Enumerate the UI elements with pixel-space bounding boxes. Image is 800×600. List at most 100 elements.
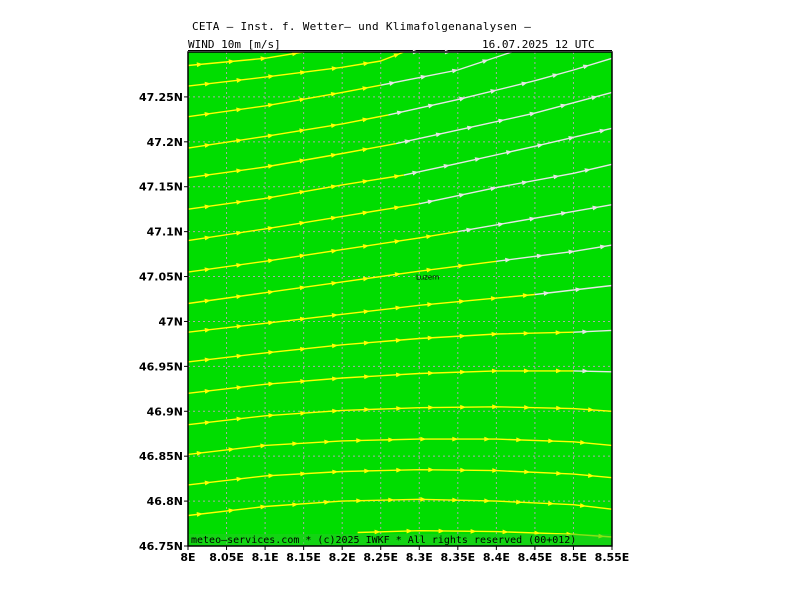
streamline-arrow-icon: [395, 338, 402, 343]
streamline-arrow-icon: [404, 139, 411, 145]
streamline-arrow-icon: [491, 331, 498, 337]
streamline-arrow-icon: [516, 437, 523, 443]
streamline: [573, 329, 613, 333]
streamline-arrow-icon: [458, 263, 465, 269]
map-background: [188, 52, 612, 546]
streamline-arrow-icon: [356, 498, 363, 504]
streamline-arrow-icon: [588, 407, 595, 412]
streamline-arrow-icon: [363, 61, 370, 67]
axis-labels: 8E 8.05E 8.1E 8.15E 8.2E 8.25E 8.3E 8.35E 8.4E 8.…: [139, 91, 629, 564]
streamline-arrow-icon: [324, 499, 331, 505]
streamline-arrow-icon: [529, 216, 536, 222]
streamline-arrow-icon: [292, 441, 299, 447]
streamline-arrow-icon: [394, 272, 401, 277]
y-tick-label: 46.95N: [139, 360, 183, 373]
streamline-arrow-icon: [236, 294, 243, 300]
streamline: [187, 293, 535, 333]
streamline-arrow-icon: [395, 305, 402, 311]
streamline-arrow-icon: [560, 211, 568, 216]
streamline-arrow-icon: [406, 528, 413, 534]
streamline-arrow-icon: [300, 471, 307, 477]
x-tick-label: 8.55E: [595, 551, 630, 564]
streamline-arrow-icon: [524, 405, 531, 410]
streamline-arrow-icon: [330, 153, 338, 158]
streamline-arrow-icon: [300, 379, 307, 384]
streamline-arrow-icon: [505, 150, 513, 155]
streamline-arrow-icon: [267, 195, 275, 201]
streamline-arrow-icon: [560, 103, 567, 109]
y-tick-label: 46.75N: [139, 540, 183, 553]
streamline-arrow-icon: [426, 234, 433, 240]
streamline: [187, 469, 613, 486]
streamline-arrow-icon: [363, 340, 370, 346]
x-tick-label: 8.25E: [363, 551, 398, 564]
x-tick-label: 8.05E: [209, 551, 244, 564]
streamline-arrow-icon: [490, 89, 497, 94]
streamline-arrow-icon: [236, 230, 243, 236]
streamline-arrow-icon: [362, 244, 370, 249]
streamline-arrow-icon: [482, 59, 489, 64]
streamline-arrow-icon: [568, 249, 575, 255]
streamline-arrow-icon: [396, 406, 403, 411]
streamline-arrow-icon: [356, 438, 363, 443]
streamline-arrow-icon: [331, 313, 338, 318]
streamline-arrow-icon: [459, 96, 466, 102]
streamline-arrow-icon: [268, 74, 275, 80]
streamline-arrow-icon: [521, 81, 528, 87]
streamline-arrow-icon: [428, 405, 435, 410]
streamline-arrow-icon: [575, 287, 582, 293]
streamline-arrow-icon: [412, 170, 419, 176]
streamline-arrow-icon: [498, 118, 505, 124]
streamline-arrow-icon: [228, 508, 235, 514]
streamline-arrow-icon: [236, 78, 243, 83]
streamline-arrow-icon: [474, 157, 482, 162]
streamline-arrow-icon: [299, 189, 306, 195]
streamline-arrow-icon: [260, 443, 267, 449]
streamline-arrow-icon: [299, 97, 306, 103]
streamline-arrow-icon: [420, 496, 427, 502]
x-tick-label: 8.45E: [518, 551, 553, 564]
streamline-arrow-icon: [236, 107, 243, 113]
streamline-arrow-icon: [363, 309, 370, 315]
streamline-arrow-icon: [458, 299, 466, 304]
streamline-arrow-icon: [268, 381, 275, 387]
streamline-arrow-icon: [204, 267, 211, 273]
streamline-arrow-icon: [236, 262, 243, 268]
streamline-arrow-icon: [299, 128, 306, 134]
streamline-arrow-icon: [443, 163, 450, 169]
streamline-arrow-icon: [393, 53, 400, 58]
streamline-arrow-icon: [267, 289, 275, 295]
streamline-arrow-icon: [236, 200, 243, 205]
streamline-arrow-icon: [452, 436, 459, 442]
streamline-arrow-icon: [236, 138, 243, 144]
streamline-arrow-icon: [299, 316, 307, 322]
streamline-arrow-icon: [460, 404, 467, 410]
streamline-arrow-icon: [331, 66, 338, 71]
y-tick-label: 47.15N: [139, 181, 183, 194]
y-tick-label: 47.25N: [139, 91, 183, 104]
streamline-arrow-icon: [299, 285, 306, 291]
streamline-arrow-icon: [300, 410, 307, 416]
streamline-arrow-icon: [548, 438, 555, 444]
footer-band: [188, 534, 612, 546]
streamline-arrow-icon: [267, 164, 275, 169]
streamline-arrow-icon: [497, 222, 505, 227]
streamline-arrow-icon: [260, 56, 267, 62]
streamline-arrow-icon: [204, 111, 211, 117]
streamline-arrow-icon: [374, 529, 381, 535]
streamline-arrow-icon: [470, 528, 477, 534]
streamline-arrow-icon: [490, 296, 498, 301]
streamline-arrow-icon: [267, 133, 274, 139]
streamline: [187, 370, 574, 394]
streamline-arrow-icon: [396, 110, 404, 116]
streamline-arrow-icon: [204, 298, 211, 304]
variable-label: WIND 10m [m/s]: [188, 38, 281, 51]
streamline-arrow-icon: [236, 476, 243, 482]
streamline-arrow-icon: [388, 497, 395, 503]
streamline-arrow-icon: [556, 368, 562, 374]
streamline-arrow-icon: [299, 158, 306, 164]
streamline-arrow-icon: [420, 74, 427, 80]
streamlines: [187, 49, 613, 539]
streamline-arrow-icon: [267, 102, 275, 108]
